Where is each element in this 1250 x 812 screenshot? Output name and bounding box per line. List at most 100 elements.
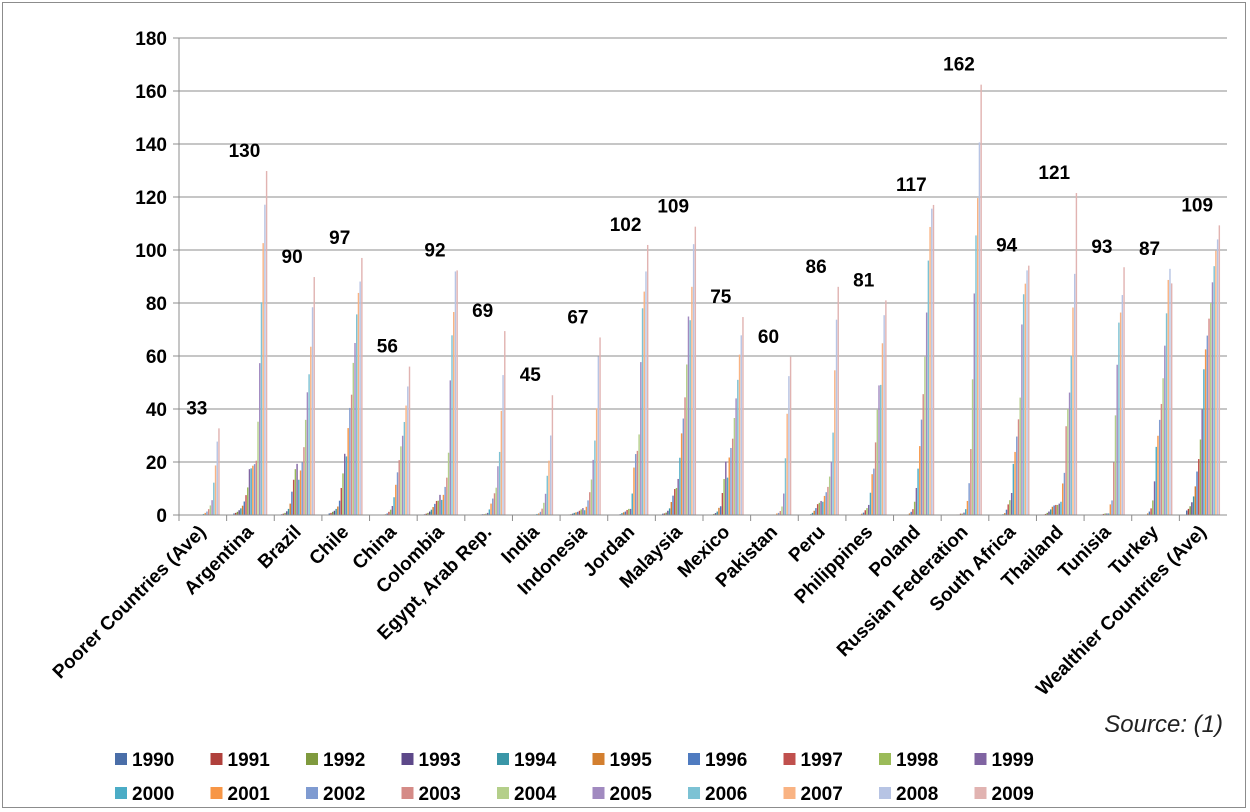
bar-2003	[922, 394, 924, 515]
bar-2002	[349, 407, 351, 515]
bar-2004	[209, 505, 212, 515]
bar-2008	[597, 356, 600, 515]
bar-2001	[490, 503, 492, 515]
bar-1994	[1049, 509, 1052, 515]
bar-2006	[260, 302, 263, 515]
bar-2006	[498, 451, 501, 515]
y-tick-label: 0	[156, 506, 167, 527]
bar-2000	[1155, 446, 1157, 515]
bar-2004	[1067, 409, 1069, 515]
bar-1998	[628, 508, 630, 515]
bar-2001	[1109, 504, 1112, 515]
legend-swatch	[210, 753, 223, 765]
bar-1997	[816, 504, 819, 515]
bar-2007	[738, 354, 741, 515]
bar-2003	[493, 493, 496, 515]
legend-item: 1997	[783, 750, 843, 771]
bar-1996	[910, 511, 912, 515]
bar-2002	[825, 492, 827, 515]
data-label: 60	[758, 327, 779, 348]
bar-2007	[262, 243, 264, 516]
bar-1997	[674, 489, 676, 515]
data-label: 33	[186, 398, 207, 419]
bar-2007	[1215, 250, 1217, 516]
bar-2009	[551, 395, 554, 515]
bar-1994	[287, 508, 290, 515]
legend-label: 2001	[228, 784, 271, 805]
data-label: 117	[896, 175, 927, 196]
bar-2009	[742, 317, 744, 515]
bar-1994	[430, 509, 433, 515]
bar-2008	[740, 335, 742, 515]
bar-2000	[822, 501, 824, 515]
bar-1999	[344, 453, 346, 515]
bar-2007	[453, 312, 455, 515]
bar-1992	[1046, 512, 1048, 515]
bar-1999	[963, 512, 965, 515]
bar-1998	[342, 473, 344, 515]
bar-2007	[786, 413, 788, 515]
bar-2005	[1211, 282, 1214, 515]
bar-2001	[728, 457, 730, 515]
legend-label: 2008	[896, 784, 938, 805]
bar-2003	[731, 438, 734, 515]
legend-swatch	[401, 753, 414, 765]
bar-2008	[1121, 295, 1124, 515]
legend-label: 2000	[132, 784, 174, 805]
bar-1998	[1009, 500, 1011, 515]
bar-1999	[582, 508, 584, 515]
legend-item: 1991	[210, 750, 270, 771]
legend-item: 2006	[688, 784, 747, 805]
bar-2008	[502, 375, 504, 515]
bar-1997	[1055, 504, 1057, 515]
data-label: 81	[853, 270, 875, 291]
bar-2004	[590, 479, 593, 515]
bar-2005	[449, 380, 451, 515]
bar-2007	[691, 286, 693, 515]
bar-2007	[500, 410, 503, 515]
bar-2002	[444, 486, 446, 515]
bar-1999	[820, 500, 822, 515]
bar-2000	[488, 509, 491, 515]
bar-1993	[1048, 511, 1050, 515]
bar-2007	[405, 405, 407, 515]
bar-2003	[827, 486, 829, 515]
legend-label: 2007	[801, 784, 843, 805]
bar-2004	[971, 379, 974, 515]
bar-2009	[646, 244, 649, 515]
data-label: 102	[610, 215, 642, 236]
bar-2001	[680, 433, 683, 515]
bar-2000	[869, 492, 872, 515]
bar-1994	[811, 512, 814, 515]
bar-2000	[1060, 501, 1062, 515]
bar-2001	[966, 500, 969, 515]
data-label: 67	[567, 307, 588, 328]
legend-swatch	[783, 787, 796, 799]
bar-2000	[1107, 513, 1110, 515]
bar-2009	[980, 84, 982, 515]
bar-2007	[1167, 279, 1169, 515]
legend-item: 1993	[401, 750, 461, 771]
bar-1992	[284, 512, 286, 515]
bar-2007	[929, 226, 931, 515]
bar-1995	[861, 513, 863, 515]
bar-2007	[1119, 312, 1122, 515]
bar-2006	[1165, 313, 1168, 515]
y-tick-label: 60	[146, 347, 167, 368]
bar-2003	[970, 449, 972, 515]
bar-2004	[400, 446, 402, 515]
bar-1998	[1199, 439, 1202, 515]
bar-2006	[594, 440, 596, 515]
data-label: 86	[806, 257, 827, 278]
bar-2000	[298, 479, 300, 515]
bar-2002	[492, 498, 494, 515]
bar-2005	[401, 435, 404, 515]
bar-2001	[633, 467, 635, 515]
legend-swatch	[115, 753, 127, 765]
bar-1993	[286, 511, 288, 515]
bar-1996	[338, 500, 341, 515]
legend-swatch	[306, 753, 318, 765]
bar-1994	[621, 513, 623, 515]
bar-2009	[504, 331, 506, 515]
bar-2005	[830, 462, 833, 515]
